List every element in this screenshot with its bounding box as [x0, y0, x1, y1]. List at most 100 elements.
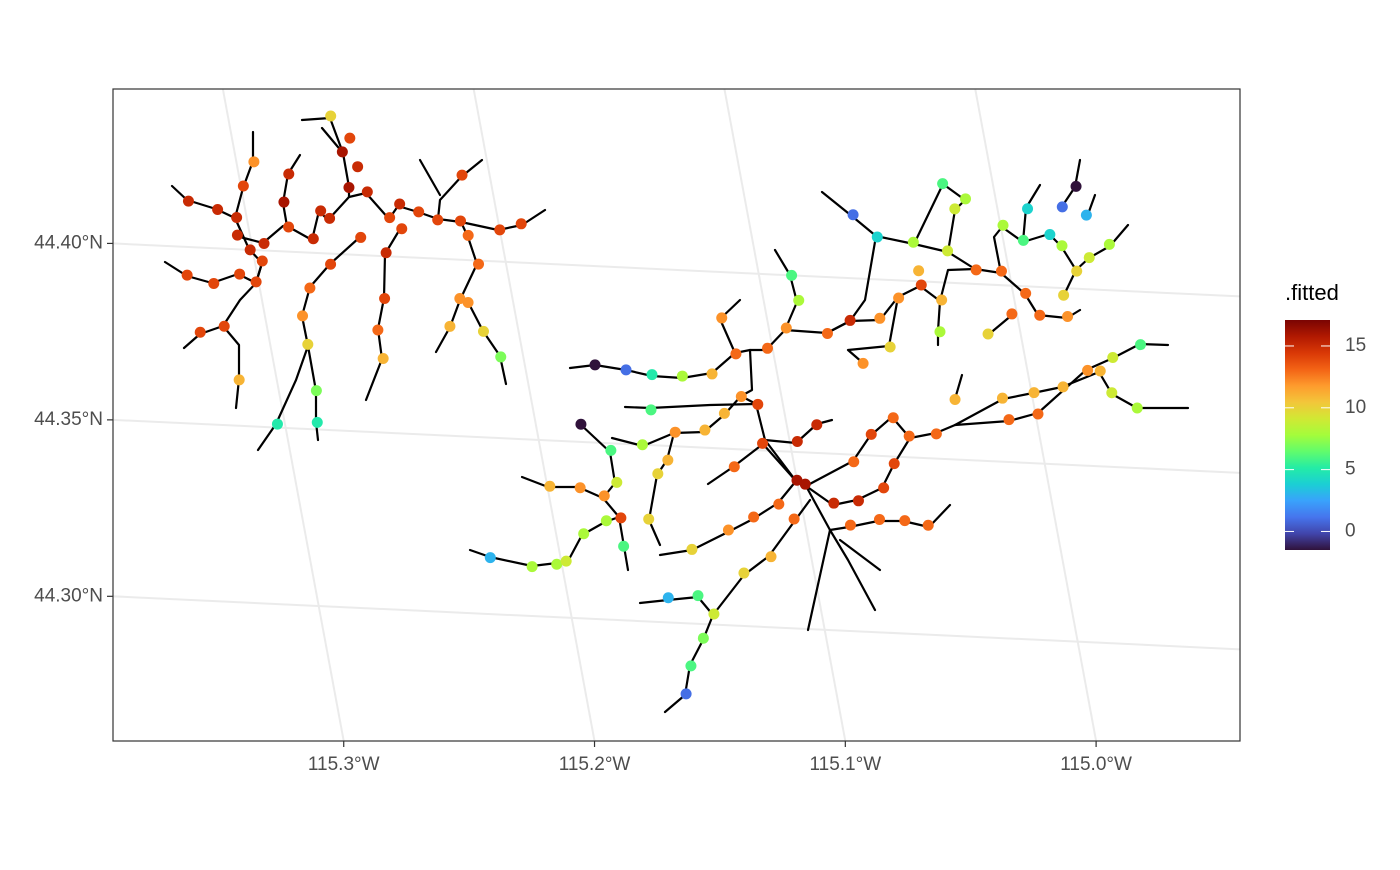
point — [811, 419, 823, 431]
point — [847, 209, 859, 221]
point — [494, 224, 506, 236]
point — [828, 497, 840, 509]
grid-line — [723, 89, 847, 741]
x-tick-label: 115.3°W — [308, 754, 380, 775]
point — [283, 168, 295, 180]
y-tick-label: 44.35°N — [34, 409, 103, 430]
point — [996, 392, 1008, 404]
point — [888, 458, 900, 470]
point — [1032, 408, 1044, 420]
point — [244, 244, 256, 256]
point — [432, 214, 444, 226]
point — [1034, 309, 1046, 321]
point — [307, 233, 319, 245]
point — [1094, 365, 1106, 377]
point — [936, 294, 948, 306]
point — [237, 180, 249, 192]
point — [544, 480, 556, 492]
panel-border — [112, 88, 1241, 742]
axes: 115.3°W 115.2°W 115.1°W 115.0°W 44.30°N 44.35… — [34, 232, 1132, 775]
point — [662, 592, 674, 604]
point — [344, 132, 356, 144]
point — [181, 269, 193, 281]
point — [1082, 364, 1094, 376]
point — [560, 555, 572, 567]
colorbar — [1285, 320, 1330, 550]
point — [718, 407, 730, 419]
point — [1003, 414, 1015, 426]
point — [652, 468, 664, 480]
point — [495, 351, 507, 363]
grid-line — [221, 89, 345, 741]
point — [706, 368, 718, 380]
point — [456, 169, 468, 181]
point — [762, 342, 773, 354]
grid-line — [113, 242, 1240, 298]
point — [1135, 339, 1147, 351]
point — [620, 364, 632, 376]
grid-line — [472, 89, 596, 741]
point — [942, 245, 954, 257]
point — [1006, 308, 1018, 320]
x-tick-label: 115.2°W — [559, 754, 631, 775]
point — [844, 314, 856, 326]
point — [752, 398, 764, 410]
point — [995, 265, 1007, 277]
legend: 0 5 10 15 — [1285, 335, 1366, 541]
point — [636, 439, 648, 451]
point — [372, 324, 384, 336]
point — [1107, 351, 1119, 363]
grid-line — [113, 595, 1240, 651]
point — [462, 296, 474, 308]
point — [182, 195, 194, 207]
point — [1058, 289, 1070, 301]
point — [1070, 180, 1082, 192]
point — [1056, 201, 1068, 213]
x-tick-label: 115.1°W — [809, 754, 881, 775]
point — [949, 393, 961, 405]
point — [1044, 229, 1056, 241]
point — [297, 310, 309, 322]
point — [310, 385, 322, 397]
point — [852, 495, 864, 507]
point — [738, 567, 750, 579]
point — [336, 146, 348, 158]
point — [1062, 311, 1074, 323]
grid-line — [113, 418, 1240, 474]
point — [258, 237, 270, 249]
point — [618, 540, 630, 552]
point — [1103, 238, 1115, 250]
point — [922, 519, 934, 531]
point — [884, 341, 896, 353]
point — [1017, 234, 1029, 246]
point — [680, 688, 692, 700]
legend-tick-label: 5 — [1345, 459, 1356, 480]
point — [874, 312, 886, 324]
point — [934, 326, 946, 338]
point — [355, 231, 367, 243]
point — [791, 474, 803, 486]
point — [907, 236, 919, 248]
point — [692, 590, 704, 602]
point — [589, 359, 601, 371]
point — [394, 198, 406, 210]
y-tick-label: 44.30°N — [34, 585, 103, 606]
point — [231, 229, 243, 241]
point — [773, 498, 785, 510]
point — [250, 276, 262, 288]
point — [645, 404, 657, 416]
point — [444, 320, 456, 332]
x-tick-label: 115.0°W — [1060, 754, 1132, 775]
point — [194, 326, 206, 338]
point — [821, 327, 833, 339]
point — [1056, 240, 1068, 252]
point — [757, 437, 769, 449]
point — [970, 264, 982, 276]
point — [730, 348, 742, 360]
point — [780, 322, 792, 334]
point — [605, 444, 617, 456]
point — [1020, 287, 1032, 299]
point — [315, 205, 327, 217]
point — [384, 212, 396, 224]
